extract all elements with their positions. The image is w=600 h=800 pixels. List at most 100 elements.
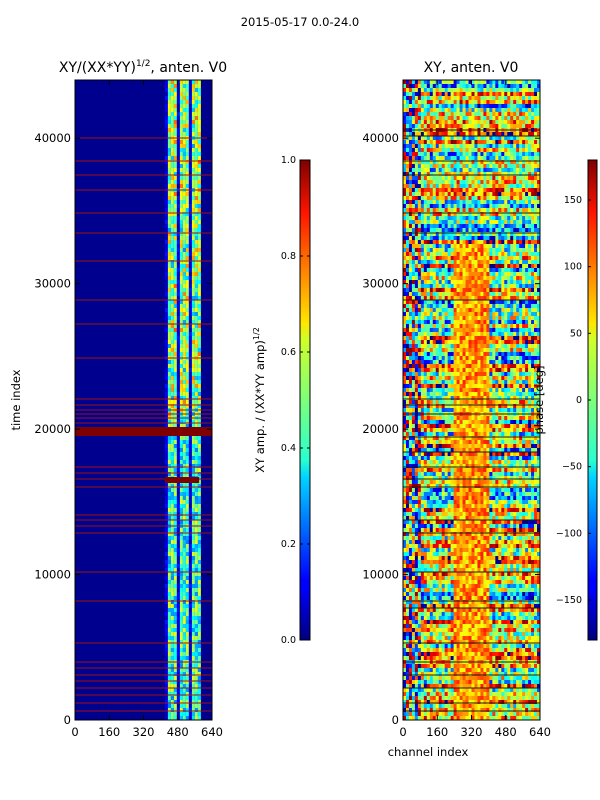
- heatmap-cell: [528, 272, 532, 277]
- heatmap-cell: [176, 288, 180, 292]
- heatmap-cell: [420, 104, 425, 109]
- heatmap-cell: [432, 188, 437, 193]
- heatmap-cell: [534, 92, 538, 97]
- heatmap-cell: [441, 256, 445, 261]
- heatmap-cell: [453, 140, 457, 145]
- heatmap-cell: [188, 444, 192, 448]
- heatmap-cell: [468, 132, 472, 137]
- heatmap-cell: [435, 108, 440, 113]
- heatmap-cell: [459, 260, 463, 265]
- y-tick-label: 0: [64, 713, 71, 727]
- heatmap-cell: [507, 180, 511, 185]
- heatmap-cell: [170, 144, 174, 148]
- heatmap-cell: [468, 264, 472, 269]
- heatmap-cell: [170, 404, 174, 408]
- heatmap-cell: [403, 184, 407, 189]
- heatmap-cell: [486, 164, 490, 169]
- heatmap-cell: [504, 156, 508, 161]
- heatmap-cell: [510, 268, 514, 273]
- heatmap-cell: [504, 324, 508, 329]
- heatmap-cell: [179, 324, 183, 328]
- heatmap-cell: [432, 284, 437, 289]
- heatmap-cell: [477, 332, 481, 337]
- heatmap-cell: [173, 156, 177, 160]
- heatmap-cell: [429, 332, 434, 337]
- heatmap-cell: [405, 292, 410, 297]
- heatmap-cell: [462, 144, 466, 149]
- heatmap-cell: [185, 488, 189, 492]
- heatmap-cell: [525, 296, 529, 301]
- heatmap-cell: [459, 308, 463, 313]
- heatmap-cell: [531, 240, 535, 245]
- heatmap-cell: [489, 176, 493, 181]
- heatmap-cell: [420, 116, 425, 121]
- heatmap-cell: [522, 236, 526, 241]
- heatmap-cell: [167, 608, 171, 612]
- heatmap-cell: [194, 236, 198, 240]
- heatmap-cell: [182, 88, 186, 92]
- heatmap-cell: [516, 212, 520, 217]
- heatmap-cell: [444, 308, 448, 313]
- heatmap-cell: [492, 260, 496, 265]
- heatmap-cell: [185, 352, 189, 356]
- heatmap-cell: [510, 276, 514, 281]
- heatmap-cell: [519, 232, 523, 237]
- heatmap-cell: [501, 228, 505, 233]
- heatmap-cell: [498, 252, 502, 257]
- heatmap-cell: [176, 532, 180, 536]
- heatmap-cell: [191, 180, 195, 184]
- heatmap-cell: [528, 256, 532, 261]
- heatmap-cell: [173, 372, 177, 376]
- heatmap-cell: [534, 296, 538, 301]
- heatmap-cell: [182, 184, 186, 188]
- heatmap-cell: [489, 296, 493, 301]
- heatmap-cell: [432, 328, 437, 333]
- heatmap-cell: [438, 264, 443, 269]
- heatmap-cell: [531, 120, 535, 125]
- heatmap-cell: [167, 124, 171, 128]
- heatmap-cell: [176, 120, 180, 124]
- heatmap-cell: [414, 288, 419, 293]
- heatmap-cell: [507, 220, 511, 225]
- heatmap-cell: [444, 108, 448, 113]
- heatmap-cell: [191, 376, 195, 380]
- heatmap-cell: [531, 324, 535, 329]
- heatmap-cell: [537, 160, 541, 165]
- heatmap-cell: [170, 308, 174, 312]
- heatmap-cell: [188, 616, 192, 620]
- heatmap-cell: [191, 652, 195, 656]
- heatmap-cell: [489, 228, 493, 233]
- heatmap-cell: [516, 100, 520, 105]
- heatmap-cell: [173, 96, 177, 100]
- heatmap-cell: [486, 112, 490, 117]
- heatmap-cell: [468, 320, 472, 325]
- heatmap-cell: [507, 320, 511, 325]
- heatmap-cell: [185, 712, 189, 716]
- heatmap-cell: [173, 292, 177, 296]
- heatmap-cell: [423, 320, 428, 325]
- heatmap-cell: [474, 136, 478, 141]
- heatmap-cell: [447, 320, 451, 325]
- heatmap-cell: [191, 368, 195, 372]
- heatmap-cell: [483, 332, 487, 337]
- heatmap-cell: [164, 244, 168, 248]
- heatmap-cell: [179, 528, 183, 532]
- heatmap-cell: [432, 312, 437, 317]
- heatmap-cell: [185, 636, 189, 640]
- heatmap-cell: [188, 384, 192, 388]
- heatmap-cell: [462, 104, 466, 109]
- heatmap-cell: [167, 664, 171, 668]
- heatmap-cell: [420, 284, 425, 289]
- heatmap-cell: [495, 124, 499, 129]
- heatmap-cell: [420, 172, 425, 177]
- heatmap-cell: [164, 460, 168, 464]
- heatmap-cell: [522, 332, 526, 337]
- panel-amplitude-title: XY/(XX*YY)1/2, anten. V0: [59, 59, 227, 76]
- heatmap-cell: [465, 104, 469, 109]
- heatmap-cell: [176, 484, 180, 488]
- heatmap-cell: [185, 112, 189, 116]
- heatmap-cell: [164, 212, 168, 216]
- heatmap-cell: [465, 140, 469, 145]
- heatmap-cell: [498, 208, 502, 213]
- heatmap-cell: [176, 420, 180, 424]
